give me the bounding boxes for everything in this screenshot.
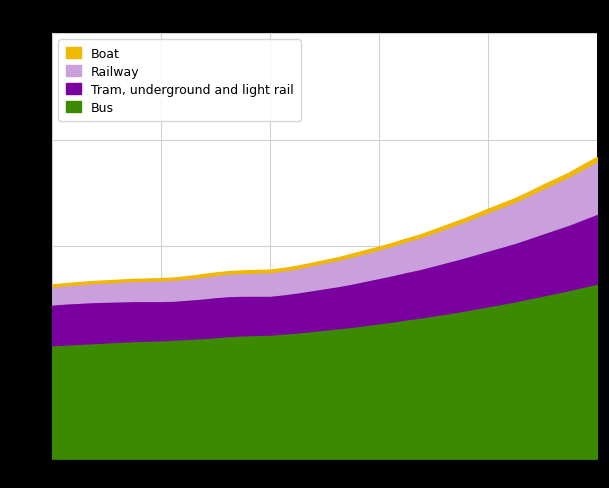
Legend: Boat, Railway, Tram, underground and light rail, Bus: Boat, Railway, Tram, underground and lig… bbox=[58, 41, 301, 122]
